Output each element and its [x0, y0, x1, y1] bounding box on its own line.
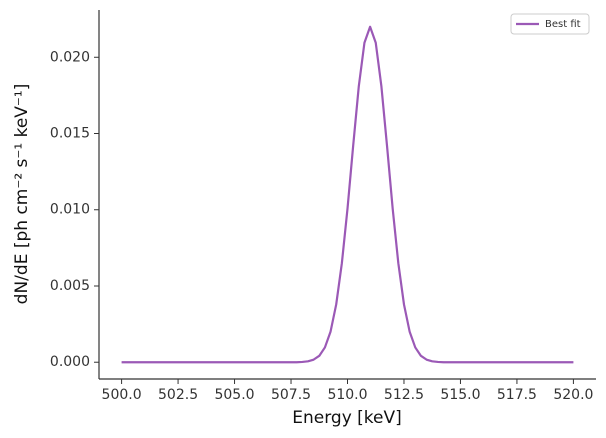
- y-tick-label: 0.015: [50, 126, 90, 142]
- line-series: [121, 25, 574, 364]
- y-tick-label: 0.010: [50, 202, 90, 218]
- x-tick-label: 520.0: [553, 387, 593, 403]
- x-tick-label: 507.5: [271, 387, 311, 403]
- x-tick-label: 515.0: [440, 387, 480, 403]
- y-tick-label: 0.020: [50, 49, 90, 65]
- legend-label: Best fit: [545, 19, 581, 30]
- x-tick-label: 510.0: [327, 387, 367, 403]
- y-tick-label: 0.005: [50, 278, 90, 294]
- legend-box: [510, 13, 590, 35]
- y-axis-label: dN/dE [ph cm⁻² s⁻¹ keV⁻¹]: [12, 84, 32, 305]
- x-tick-label: 517.5: [497, 387, 537, 403]
- x-tick-label: 505.0: [214, 387, 254, 403]
- y-tick-label: 0.000: [50, 354, 90, 370]
- x-tick-label: 512.5: [384, 387, 424, 403]
- x-axis-label: Energy [keV]: [292, 408, 402, 428]
- x-tick-label: 500.0: [102, 387, 142, 403]
- x-tick-label: 502.5: [158, 387, 198, 403]
